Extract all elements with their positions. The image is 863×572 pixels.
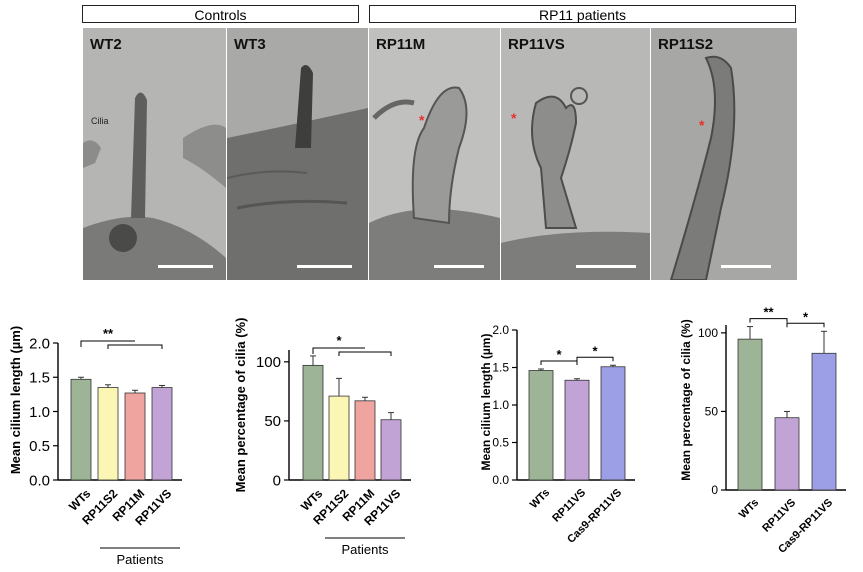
bar	[302, 364, 324, 481]
asterisk-marker: *	[419, 112, 425, 128]
cilia-annotation: Cilia	[91, 116, 109, 126]
patients-header: RP11 patients	[369, 5, 796, 23]
micrograph-label: RP11S2	[658, 36, 714, 53]
scale-bar	[297, 265, 352, 268]
bar	[528, 370, 554, 481]
micrograph-label: RP11M	[376, 36, 426, 53]
category-label: WTs	[737, 497, 761, 521]
y-tick-label: 100	[698, 326, 718, 340]
significance-marker: *	[803, 309, 809, 324]
scale-bar	[721, 265, 771, 268]
y-axis-label: Mean cilium length (µm)	[479, 334, 493, 471]
y-tick-label: 0.0	[29, 472, 50, 489]
micrograph-wt3: WT3	[226, 28, 368, 280]
significance-marker: *	[336, 333, 342, 348]
significance-bracket	[786, 322, 825, 328]
bar	[811, 352, 837, 491]
y-tick-label: 2.0	[492, 323, 509, 337]
significance-marker: **	[763, 305, 774, 320]
category-label: RP11VS	[760, 497, 798, 535]
micrograph-label: WT2	[90, 36, 122, 53]
y-axis-label: Mean percentage of cilia (%)	[233, 318, 248, 493]
y-axis-label: Mean percentage of cilia (%)	[679, 319, 693, 480]
y-tick-label: 100	[256, 354, 281, 371]
significance-bracket	[107, 344, 163, 349]
micrograph-rp11s2: RP11S2 *	[650, 28, 797, 280]
micrograph-rp11vs-image	[501, 87, 650, 280]
bar	[97, 387, 119, 481]
y-tick-label: 1.5	[29, 370, 50, 387]
y-tick-label: 0.0	[492, 473, 509, 487]
asterisk-marker: *	[699, 117, 705, 133]
group-label: Patients	[342, 542, 389, 557]
micrograph-label: RP11VS	[508, 36, 565, 53]
asterisk-marker: *	[511, 110, 517, 126]
significance-marker: **	[103, 326, 114, 341]
category-label: WTs	[528, 487, 552, 511]
micrograph-wt3-image	[227, 64, 368, 280]
micrograph-rp11vs: RP11VS *	[500, 28, 650, 280]
y-tick-label: 0	[273, 472, 281, 489]
micrograph-wt2: WT2 Cilia	[82, 28, 226, 280]
scale-bar	[576, 265, 636, 268]
bar	[600, 366, 626, 481]
scale-bar	[158, 265, 213, 268]
significance-bracket	[540, 360, 578, 365]
bar	[380, 419, 402, 481]
significance-bracket	[80, 340, 135, 347]
scale-bar	[434, 265, 484, 268]
y-tick-label: 1.0	[492, 398, 509, 412]
y-tick-label: 1.0	[29, 404, 50, 421]
significance-bracket	[338, 351, 392, 356]
micrograph-rp11s2-image	[669, 55, 736, 280]
significance-marker: *	[592, 343, 598, 358]
y-tick-label: 50	[264, 413, 281, 430]
bar	[70, 378, 92, 481]
y-tick-label: 0	[711, 483, 718, 497]
controls-header: Controls	[82, 5, 359, 23]
group-label: Patients	[117, 552, 164, 567]
y-axis-label: Mean cilium length (µm)	[8, 326, 23, 474]
bar	[774, 417, 800, 491]
y-tick-label: 0.5	[29, 438, 50, 455]
bar	[354, 400, 376, 481]
y-tick-label: 50	[705, 405, 719, 419]
bar	[737, 338, 763, 491]
significance-bracket	[749, 318, 788, 323]
y-tick-label: 0.5	[492, 436, 509, 450]
y-tick-label: 2.0	[29, 335, 50, 352]
bar	[564, 379, 590, 481]
chart-cilia-percentage-rescue: 0 50 100 Mean percentage of cilia (%) WTs RP1…	[679, 305, 846, 556]
significance-marker: *	[556, 347, 562, 362]
y-tick-label: 1.5	[492, 361, 509, 375]
micrograph-wt2-image	[83, 92, 226, 280]
bar	[328, 395, 350, 481]
bar	[151, 387, 173, 481]
significance-bracket	[312, 347, 365, 354]
bar	[124, 392, 146, 481]
micrograph-rp11m-image	[369, 86, 500, 280]
micrograph-label: WT3	[234, 36, 266, 53]
significance-bracket	[576, 356, 614, 362]
micrograph-rp11m: RP11M *	[368, 28, 500, 280]
